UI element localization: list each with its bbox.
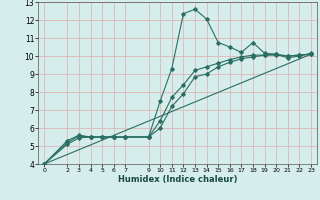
X-axis label: Humidex (Indice chaleur): Humidex (Indice chaleur)	[118, 175, 237, 184]
